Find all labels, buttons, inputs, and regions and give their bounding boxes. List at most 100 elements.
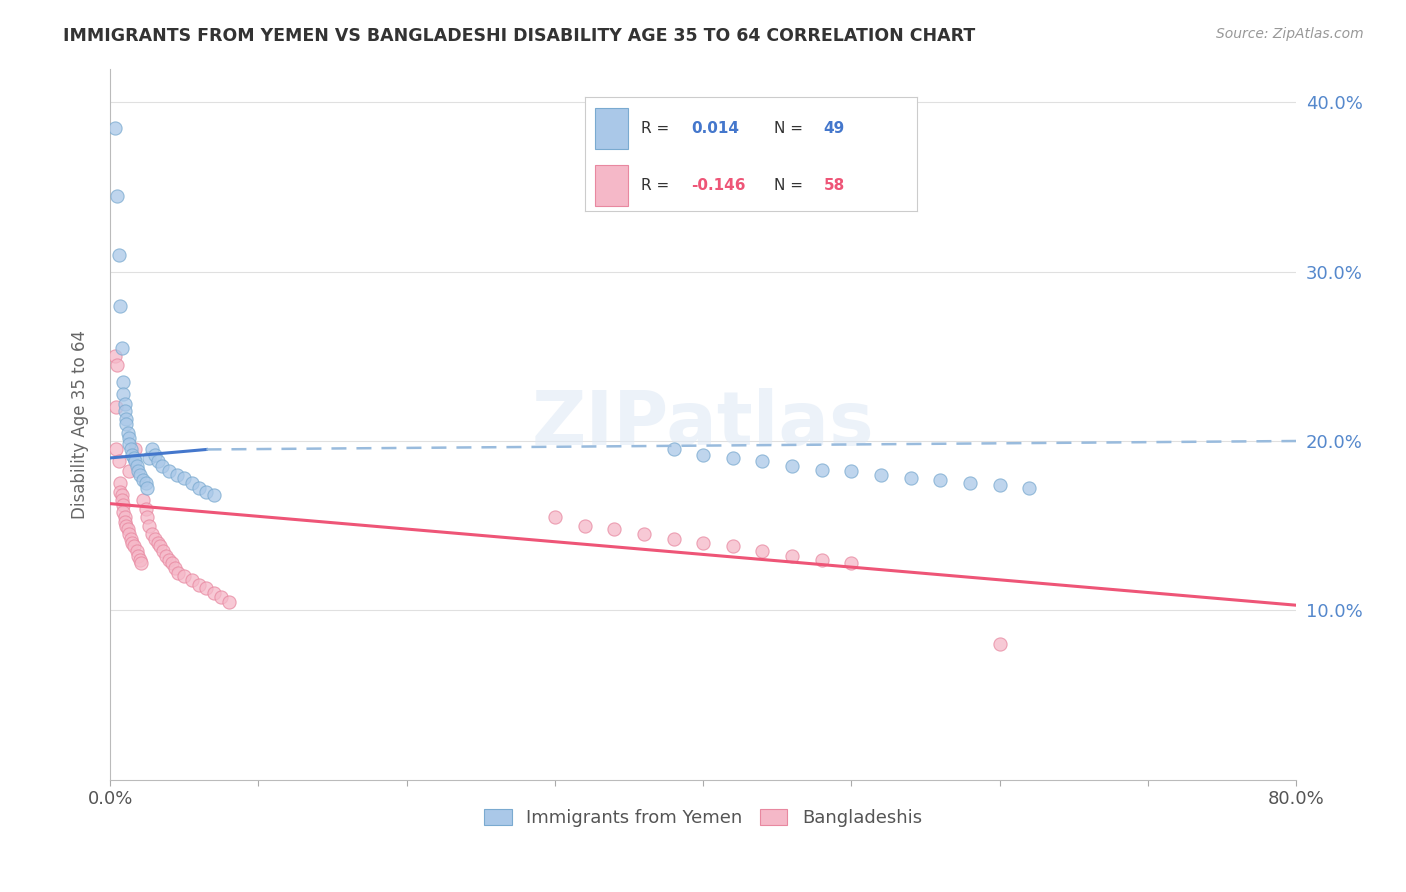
Point: [173, 471, 195, 485]
Point: [218, 595, 240, 609]
Point: [110, 299, 132, 313]
Point: [157, 465, 180, 479]
Point: [188, 578, 211, 592]
Point: [900, 471, 922, 485]
Point: [118, 465, 141, 479]
Point: [105, 400, 128, 414]
Point: [141, 527, 163, 541]
Point: [1018, 482, 1040, 496]
Point: [603, 522, 626, 536]
Point: [870, 467, 893, 482]
Point: [841, 465, 863, 479]
Point: [692, 535, 714, 549]
Point: [124, 442, 146, 457]
Point: [195, 484, 218, 499]
Point: [841, 556, 863, 570]
Point: [117, 522, 139, 536]
Point: [115, 417, 138, 431]
Point: [118, 527, 141, 541]
Point: [111, 341, 134, 355]
Point: [108, 248, 131, 262]
Point: [150, 459, 173, 474]
Point: [662, 532, 685, 546]
Point: [544, 510, 567, 524]
Point: [136, 482, 159, 496]
Point: [721, 539, 744, 553]
Point: [155, 549, 177, 563]
Point: [195, 582, 218, 596]
Point: [114, 515, 136, 529]
Point: [105, 442, 128, 457]
Point: [143, 448, 166, 462]
Point: [111, 488, 134, 502]
Y-axis label: Disability Age 35 to 64: Disability Age 35 to 64: [72, 329, 89, 518]
Point: [751, 544, 773, 558]
Point: [180, 476, 202, 491]
Point: [166, 467, 188, 482]
Point: [152, 544, 174, 558]
Point: [136, 510, 159, 524]
Point: [633, 527, 655, 541]
Point: [135, 501, 157, 516]
Point: [107, 358, 129, 372]
Point: [120, 532, 142, 546]
Point: [180, 573, 202, 587]
Point: [110, 484, 132, 499]
Point: [110, 476, 132, 491]
Point: [128, 552, 150, 566]
Point: [131, 493, 153, 508]
Point: [574, 518, 596, 533]
Point: [103, 349, 125, 363]
Point: [143, 532, 166, 546]
Point: [165, 561, 187, 575]
Point: [117, 425, 139, 440]
Point: [115, 518, 138, 533]
Point: [202, 586, 225, 600]
Point: [146, 454, 169, 468]
Point: [107, 188, 129, 202]
Point: [131, 473, 153, 487]
Point: [988, 478, 1011, 492]
Point: [167, 566, 190, 580]
Point: [129, 556, 152, 570]
Point: [114, 510, 136, 524]
Point: [112, 499, 135, 513]
Point: [118, 437, 141, 451]
Point: [124, 454, 146, 468]
Point: [780, 549, 803, 563]
Point: [120, 442, 142, 457]
Point: [127, 465, 149, 479]
Point: [115, 412, 138, 426]
Point: [188, 482, 211, 496]
Point: [125, 544, 148, 558]
Text: IMMIGRANTS FROM YEMEN VS BANGLADESHI DISABILITY AGE 35 TO 64 CORRELATION CHART: IMMIGRANTS FROM YEMEN VS BANGLADESHI DIS…: [63, 27, 976, 45]
Legend: Immigrants from Yemen, Bangladeshis: Immigrants from Yemen, Bangladeshis: [477, 802, 929, 835]
Point: [112, 375, 135, 389]
Point: [112, 386, 135, 401]
Point: [149, 539, 172, 553]
Point: [810, 463, 832, 477]
Point: [209, 590, 232, 604]
Point: [108, 454, 131, 468]
Point: [122, 450, 145, 465]
Point: [141, 442, 163, 457]
Point: [662, 442, 685, 457]
Point: [692, 448, 714, 462]
Point: [721, 450, 744, 465]
Point: [138, 450, 160, 465]
Point: [138, 518, 160, 533]
Text: ZIPatlas: ZIPatlas: [531, 387, 875, 460]
Point: [780, 459, 803, 474]
Point: [118, 431, 141, 445]
Point: [173, 569, 195, 583]
Point: [929, 473, 952, 487]
Point: [128, 467, 150, 482]
Point: [959, 476, 981, 491]
Point: [127, 549, 149, 563]
Point: [114, 403, 136, 417]
Point: [146, 535, 169, 549]
Point: [751, 454, 773, 468]
Point: [810, 552, 832, 566]
Point: [112, 505, 135, 519]
Point: [121, 535, 143, 549]
